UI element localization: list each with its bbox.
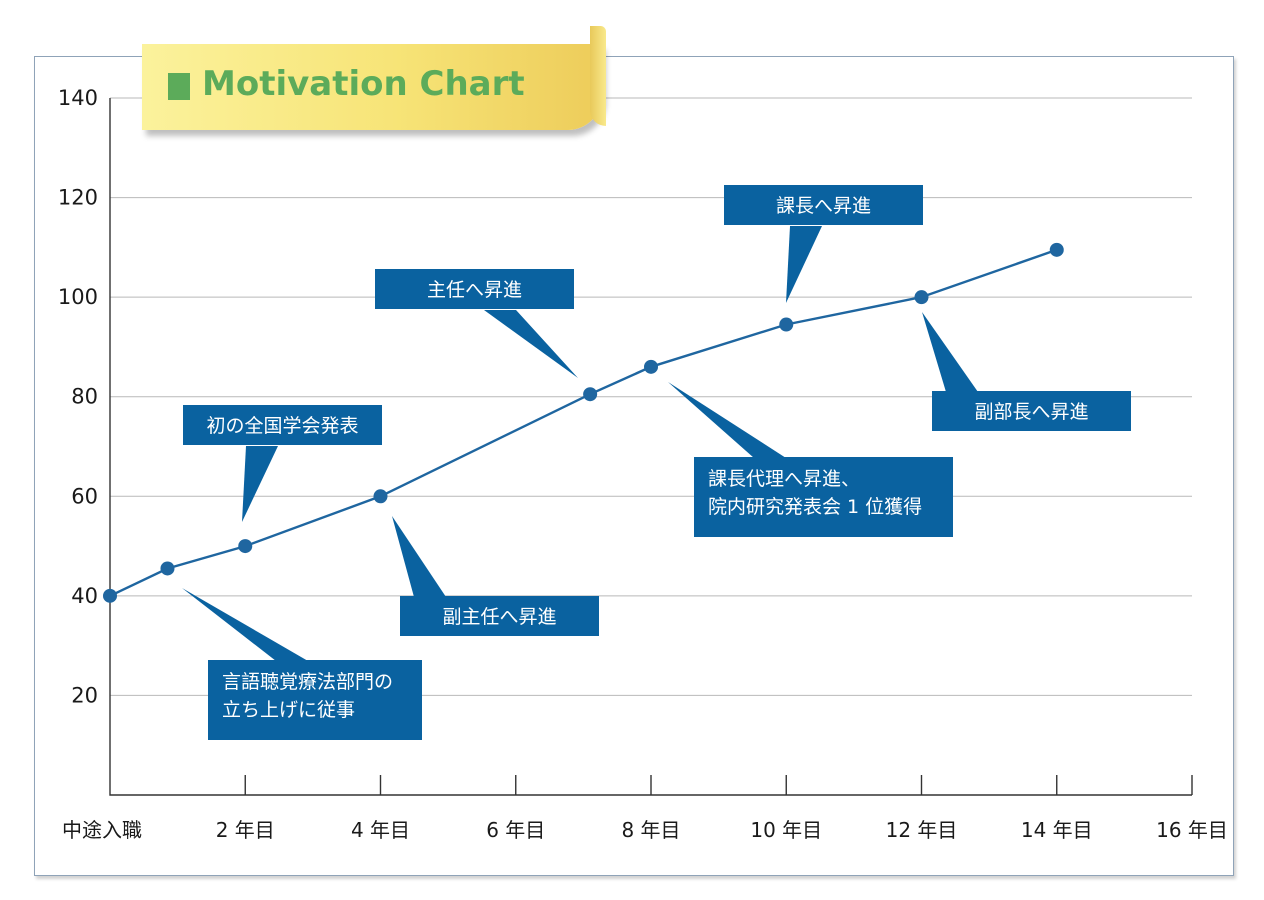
data-point bbox=[103, 588, 117, 603]
callout-text: 課長代理へ昇進、 bbox=[708, 468, 860, 490]
callout: 主任へ昇進 bbox=[375, 269, 578, 378]
callout-pointer bbox=[484, 310, 578, 378]
callout-box bbox=[694, 457, 953, 537]
callout-box bbox=[400, 596, 599, 636]
data-point bbox=[644, 359, 658, 374]
callout: 課長へ昇進 bbox=[724, 185, 923, 303]
x-tick-label: 2 年目 bbox=[216, 818, 275, 842]
x-tick-label: 16 年目 bbox=[1156, 818, 1228, 842]
callout-text: 院内研究発表会 1 位獲得 bbox=[708, 496, 922, 518]
callout-text: 副主任へ昇進 bbox=[442, 606, 556, 628]
y-tick-label: 40 bbox=[71, 584, 98, 608]
callout: 初の全国学会発表 bbox=[183, 405, 382, 522]
callout-text: 言語聴覚療法部門の bbox=[222, 671, 393, 693]
callout: 副部長へ昇進 bbox=[922, 312, 1131, 431]
callout-pointer bbox=[392, 516, 446, 597]
y-tick-label: 20 bbox=[71, 683, 98, 707]
data-point bbox=[160, 561, 175, 576]
data-point bbox=[779, 317, 794, 332]
axis-lines bbox=[109, 98, 1192, 796]
callout: 課長代理へ昇進、院内研究発表会 1 位獲得 bbox=[668, 382, 953, 537]
x-tick-label: 10 年目 bbox=[750, 818, 822, 842]
x-tick-label: 4 年目 bbox=[351, 818, 410, 842]
data-point bbox=[583, 387, 598, 402]
callout-pointer bbox=[182, 588, 308, 661]
series bbox=[103, 242, 1064, 603]
y-tick-label: 120 bbox=[58, 186, 98, 210]
callout-text: 初の全国学会発表 bbox=[206, 415, 358, 437]
callout-pointer bbox=[668, 382, 786, 458]
y-tick-label: 80 bbox=[71, 385, 98, 409]
chart-title: Motivation Chart bbox=[202, 64, 525, 104]
x-tick-label: 14 年目 bbox=[1021, 818, 1093, 842]
y-tick-label: 100 bbox=[58, 285, 98, 309]
callout-text: 立ち上げに従事 bbox=[222, 699, 355, 721]
axes: 20 40 60 80 100 120 140 中途入職 2 年目 4 年目 6 年目 8 年目 10 … bbox=[58, 86, 1228, 842]
y-tick-label: 140 bbox=[58, 86, 98, 110]
callout-box bbox=[932, 391, 1131, 431]
x-tick-label: 6 年目 bbox=[486, 818, 545, 842]
x-tick-label: 中途入職 bbox=[62, 818, 142, 842]
data-point bbox=[238, 539, 253, 554]
callout-box bbox=[183, 405, 382, 445]
x-tick-label: 8 年目 bbox=[621, 818, 680, 842]
callout-pointer bbox=[786, 226, 822, 303]
y-tick-label: 60 bbox=[71, 484, 98, 508]
title-banner: Motivation Chart bbox=[142, 44, 602, 130]
callout-box bbox=[375, 269, 574, 309]
callout: 副主任へ昇進 bbox=[392, 516, 599, 636]
callout-text: 主任へ昇進 bbox=[427, 279, 522, 301]
data-point bbox=[373, 489, 388, 504]
callout-pointer bbox=[242, 446, 278, 522]
data-point bbox=[914, 290, 929, 305]
callout-text: 副部長へ昇進 bbox=[974, 401, 1088, 423]
callout-pointer bbox=[922, 312, 978, 392]
title-square-icon bbox=[168, 73, 190, 100]
callout-text: 課長へ昇進 bbox=[776, 195, 871, 217]
x-tick-label: 12 年目 bbox=[886, 818, 958, 842]
callout-box bbox=[724, 185, 923, 225]
data-point bbox=[1049, 242, 1064, 257]
title-ribbon-curl bbox=[590, 26, 606, 126]
callout-box bbox=[208, 660, 422, 740]
